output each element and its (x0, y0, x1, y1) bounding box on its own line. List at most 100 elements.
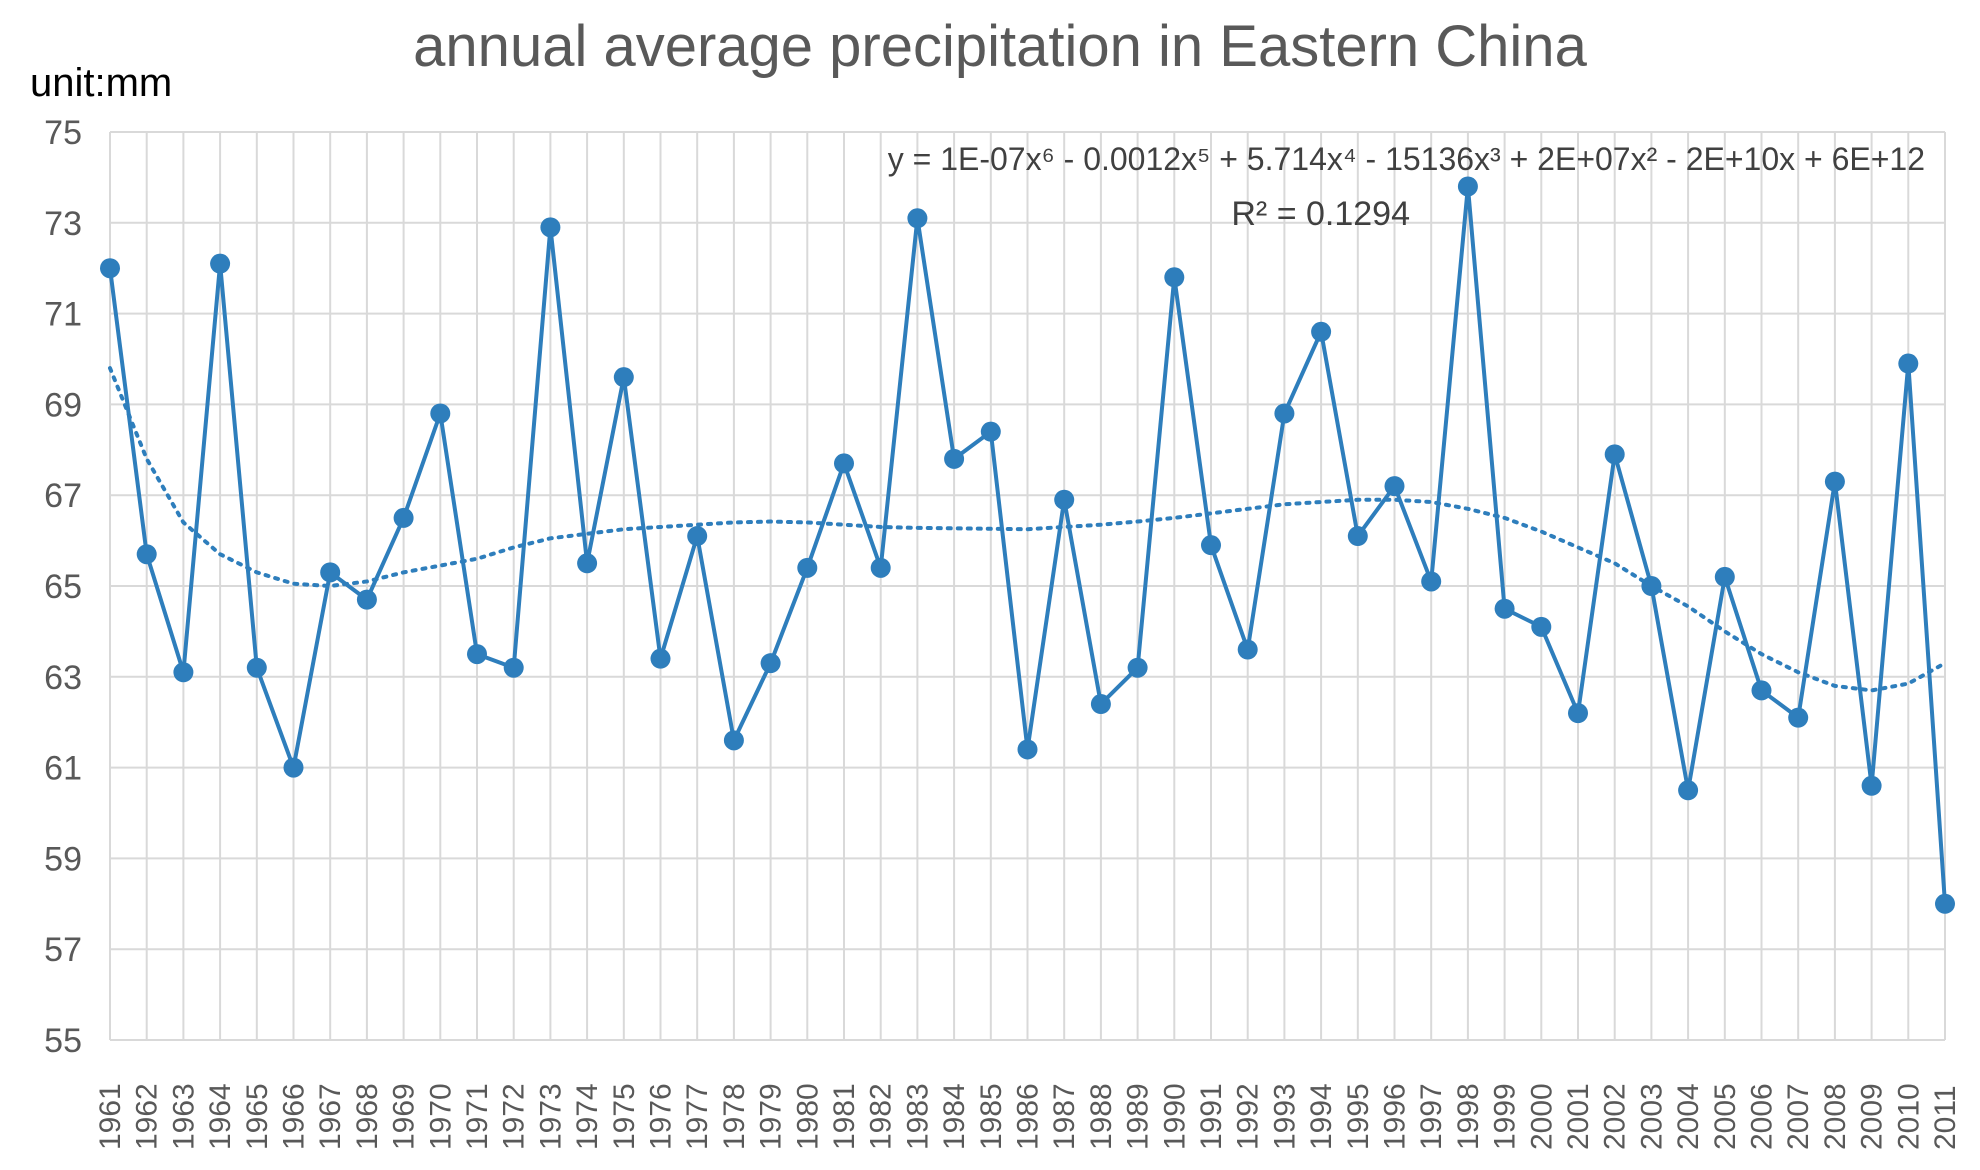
x-tick-label: 1999 (1489, 1083, 1522, 1150)
x-tick-label: 1979 (755, 1083, 788, 1150)
data-point (356, 589, 377, 610)
x-tick-label: 2000 (1525, 1083, 1558, 1150)
data-point (1935, 893, 1955, 914)
x-tick-label: 2010 (1892, 1083, 1925, 1150)
data-point (1201, 535, 1221, 556)
data-point (1824, 471, 1845, 492)
x-tick-label: 1962 (131, 1083, 164, 1150)
data-point (467, 644, 487, 665)
y-tick-label: 59 (44, 840, 82, 878)
data-point (1568, 703, 1588, 724)
x-tick-label: 1969 (388, 1083, 421, 1150)
data-point (1861, 775, 1882, 796)
data-point (1090, 694, 1111, 715)
x-tick-label: 1992 (1232, 1083, 1265, 1150)
data-point (723, 730, 744, 751)
x-tick-label: 1973 (534, 1083, 567, 1150)
y-tick-label: 71 (44, 296, 82, 334)
y-tick-label: 63 (44, 659, 82, 697)
data-point (1898, 353, 1919, 374)
x-tick-label: 2007 (1782, 1083, 1815, 1150)
data-point (1421, 571, 1442, 592)
x-tick-label: 1975 (608, 1083, 641, 1150)
x-tick-label: 1963 (167, 1083, 200, 1150)
data-point (1457, 176, 1478, 197)
x-tick-label: 1995 (1342, 1083, 1375, 1150)
x-tick-label: 1990 (1158, 1083, 1191, 1150)
data-point (760, 653, 781, 674)
data-point (246, 657, 267, 678)
y-tick-label: 69 (44, 386, 82, 424)
x-tick-label: 2006 (1746, 1083, 1779, 1150)
x-tick-label: 1977 (681, 1083, 714, 1150)
trendline-layer (108, 366, 1947, 693)
x-tick-label: 1998 (1452, 1083, 1485, 1150)
x-tick-label: 1961 (94, 1083, 127, 1150)
x-tick-label: 1982 (865, 1083, 898, 1150)
x-tick-label: 1966 (278, 1083, 311, 1150)
x-tick-label: 1978 (718, 1083, 751, 1150)
chart-title: annual average precipitation in Eastern … (413, 14, 1587, 79)
x-tick-label: 1985 (975, 1083, 1008, 1150)
data-point (1274, 403, 1295, 424)
x-tick-label: 1983 (901, 1083, 934, 1150)
unit-label: unit:mm (30, 61, 172, 105)
x-tick-label: 1967 (314, 1083, 347, 1150)
x-tick-label: 1986 (1012, 1083, 1045, 1150)
series-layer (100, 176, 1955, 914)
data-point (1237, 639, 1258, 660)
x-tick-label: 1996 (1379, 1083, 1412, 1150)
data-point (1311, 321, 1332, 342)
x-tick-label: 1972 (498, 1083, 531, 1150)
data-point (210, 253, 231, 274)
data-point (650, 648, 671, 669)
data-point (577, 553, 598, 574)
data-point (503, 657, 524, 678)
data-point (1347, 526, 1368, 547)
x-tick-label: 1993 (1268, 1083, 1301, 1150)
data-point (1384, 476, 1405, 497)
data-point (1127, 657, 1148, 678)
data-point (320, 562, 341, 583)
y-tick-label: 67 (44, 477, 82, 515)
x-tick-label: 1991 (1195, 1083, 1228, 1150)
x-tick-label: 1984 (938, 1083, 971, 1150)
x-tick-label: 1968 (351, 1083, 384, 1150)
x-tick-label: 1989 (1122, 1083, 1155, 1150)
x-tick-label: 2009 (1856, 1083, 1889, 1150)
y-tick-label: 57 (44, 931, 82, 969)
x-tick-label: 1988 (1085, 1083, 1118, 1150)
data-point (1714, 566, 1735, 587)
data-point (944, 448, 965, 469)
x-tick-label: 2005 (1709, 1083, 1742, 1150)
x-tick-label: 2003 (1635, 1083, 1668, 1150)
x-tick-label: 1971 (461, 1083, 494, 1150)
x-tick-label: 1974 (571, 1083, 604, 1150)
x-tick-label: 2004 (1672, 1083, 1705, 1150)
data-point (173, 662, 194, 683)
x-tick-label: 1970 (424, 1083, 457, 1150)
data-point (907, 208, 928, 229)
data-point (980, 421, 1001, 442)
data-point (1164, 267, 1185, 288)
x-tick-label: 2011 (1929, 1085, 1962, 1150)
x-tick-label: 1994 (1305, 1083, 1338, 1150)
x-tick-label: 2008 (1819, 1083, 1852, 1150)
trendline-r-squared: R² = 0.1294 (1231, 195, 1410, 233)
data-point (540, 217, 561, 238)
polynomial-trendline (108, 366, 1947, 693)
data-point (834, 453, 854, 474)
data-point (797, 557, 818, 578)
data-point (613, 367, 634, 388)
gridlines (109, 131, 1946, 1041)
data-point (1678, 780, 1699, 801)
x-tick-label: 2001 (1562, 1083, 1595, 1150)
data-point (1751, 680, 1772, 701)
x-tick-label: 1964 (204, 1083, 237, 1150)
y-tick-label: 75 (44, 114, 82, 152)
data-point (1017, 739, 1038, 760)
x-tick-label: 2002 (1599, 1083, 1632, 1150)
y-tick-label: 65 (44, 568, 82, 606)
data-point (430, 403, 451, 424)
